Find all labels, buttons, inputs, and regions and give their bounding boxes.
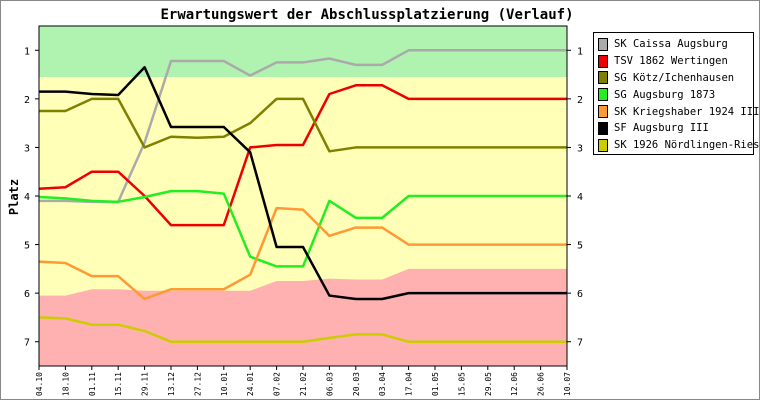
legend-swatch — [598, 105, 608, 119]
y-tick-label: 6 — [24, 289, 30, 300]
x-tick-label: 20.03 — [352, 372, 361, 396]
x-tick-label: 24.01 — [246, 372, 255, 396]
y-tick-label-right: 4 — [577, 192, 583, 203]
legend-swatch — [598, 121, 608, 135]
x-tick-label: 15.05 — [457, 372, 466, 396]
x-tick-label: 01.11 — [88, 372, 97, 396]
x-tick-label: 18.10 — [61, 372, 70, 396]
legend-item: SF Augsburg III — [598, 120, 749, 137]
legend: SK Caissa Augsburg TSV 1862 Wertingen SG K… — [593, 32, 759, 155]
y-tick-label-right: 6 — [577, 289, 583, 300]
legend-label: SF Augsburg III — [614, 122, 709, 135]
chart-title: Erwartungswert der Abschlussplatzierung … — [160, 7, 573, 23]
y-tick-label-right: 1 — [577, 46, 583, 57]
x-tick-label: 15.11 — [114, 372, 123, 396]
y-tick-label: 3 — [24, 143, 30, 154]
legend-label: SK Kriegshaber 1924 III — [614, 105, 760, 118]
y-tick-label-right: 5 — [577, 241, 583, 252]
legend-item: TSV 1862 Wertingen — [598, 53, 749, 70]
legend-label: SK 1926 Nördlingen-Ries — [614, 139, 760, 152]
x-tick-label: 01.05 — [431, 372, 440, 396]
legend-label: TSV 1862 Wertingen — [614, 55, 728, 68]
x-tick-label: 13.12 — [167, 372, 176, 396]
y-axis-label: Platz — [7, 179, 21, 215]
legend-swatch — [598, 71, 608, 85]
x-tick-label: 04.10 — [35, 372, 44, 396]
series-line-4 — [38, 189, 567, 268]
x-tick-label: 21.02 — [299, 372, 308, 396]
x-tick-label: 12.06 — [510, 372, 519, 396]
y-tick-label-right: 2 — [577, 95, 583, 106]
x-tick-label: 26.06 — [537, 372, 546, 396]
legend-swatch — [598, 88, 608, 102]
x-tick-label: 10.01 — [220, 372, 229, 396]
series-line-7 — [38, 316, 567, 343]
axes — [35, 25, 571, 370]
y-tick-label-right: 3 — [577, 143, 583, 154]
series-line-6 — [39, 66, 567, 301]
x-tick-label: 10.07 — [563, 372, 572, 396]
legend-label: SG Augsburg 1873 — [614, 88, 716, 101]
series-line-3 — [39, 97, 567, 153]
y-tick-label: 4 — [24, 192, 30, 203]
series-line-2 — [38, 84, 567, 227]
legend-item: SG Kötz/Ichenhausen — [598, 70, 749, 87]
x-tick-label: 03.04 — [378, 372, 387, 396]
series-line-1 — [39, 49, 567, 204]
y-tick-label: 1 — [24, 46, 30, 57]
x-tick-label: 06.03 — [325, 372, 334, 396]
y-tick-label: 5 — [24, 241, 30, 252]
legend-label: SK Caissa Augsburg — [614, 38, 728, 51]
x-tick-label: 07.02 — [273, 372, 282, 396]
tick-labels: 1 1 2 2 3 3 4 4 5 5 6 6 7 7 04.10 18.10 01.11 15.11 29.11 1… — [24, 46, 583, 396]
legend-swatch — [598, 54, 608, 68]
legend-swatch — [598, 138, 608, 152]
legend-item: SK Caissa Augsburg — [598, 36, 749, 53]
legend-item: SK 1926 Nördlingen-Ries — [598, 137, 759, 154]
legend-item: SK Kriegshaber 1924 III — [598, 103, 759, 120]
x-tick-label: 29.11 — [141, 372, 150, 396]
legend-label: SG Kötz/Ichenhausen — [614, 71, 735, 84]
y-tick-label: 2 — [24, 95, 30, 106]
x-tick-label: 29.05 — [484, 372, 493, 396]
series-lines — [38, 49, 567, 343]
y-tick-label-right: 7 — [577, 338, 583, 349]
legend-item: SG Augsburg 1873 — [598, 86, 749, 103]
x-tick-label: 27.12 — [193, 372, 202, 396]
x-tick-label: 17.04 — [405, 372, 414, 396]
legend-swatch — [598, 37, 608, 51]
y-tick-label: 7 — [24, 338, 30, 349]
series-line-5 — [38, 206, 567, 301]
